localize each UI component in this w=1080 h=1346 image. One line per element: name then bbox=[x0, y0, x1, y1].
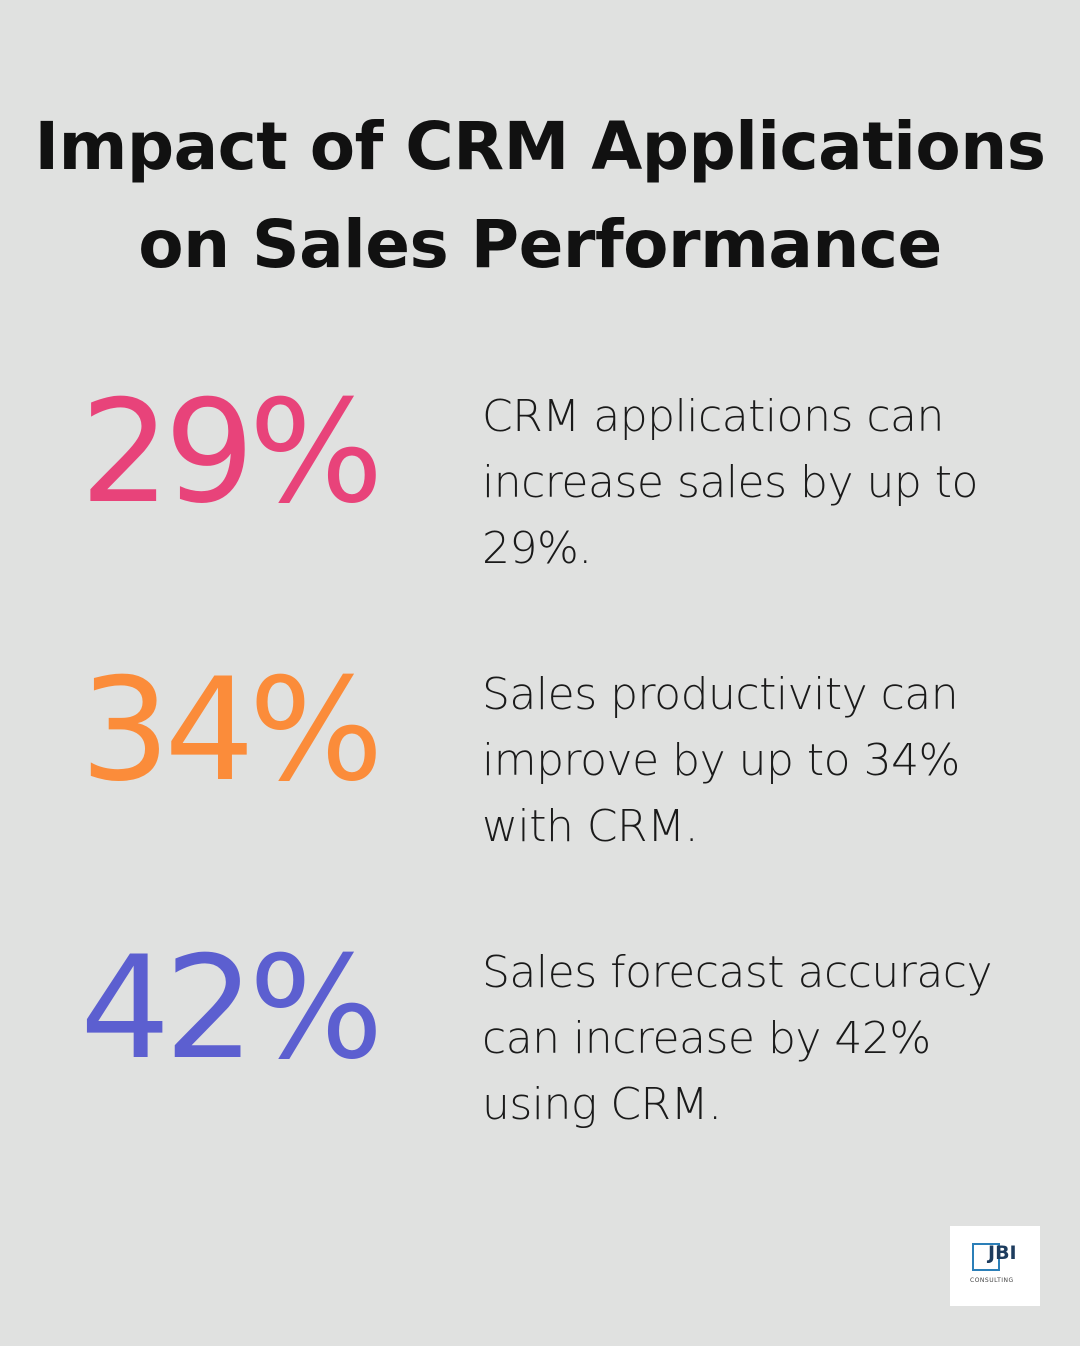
stat-value: 42% bbox=[80, 926, 384, 1091]
stat-block-1: 29% CRM applications can increase sales … bbox=[0, 378, 1080, 578]
stat-value: 34% bbox=[80, 648, 384, 813]
stat-block-3: 42% Sales forecast accuracy can increase… bbox=[0, 934, 1080, 1134]
stat-block-2: 34% Sales productivity can improve by up… bbox=[0, 656, 1080, 856]
logo-name: JBI bbox=[988, 1242, 1017, 1264]
title-line-1: Impact of CRM Applications bbox=[34, 108, 1046, 185]
title-line-2: on Sales Performance bbox=[138, 206, 942, 283]
jbi-consulting-logo: JBI CONSULTING bbox=[950, 1226, 1040, 1306]
stat-description: Sales forecast accuracy can increase by … bbox=[482, 947, 993, 1130]
logo-square-icon bbox=[972, 1243, 1000, 1271]
page-title: Impact of CRM Applications on Sales Perf… bbox=[0, 98, 1080, 294]
stat-value: 29% bbox=[80, 370, 384, 535]
logo-subtitle: CONSULTING bbox=[970, 1277, 1014, 1284]
stat-description: Sales productivity can improve by up to … bbox=[482, 669, 960, 852]
stat-description: CRM applications can increase sales by u… bbox=[482, 391, 978, 574]
